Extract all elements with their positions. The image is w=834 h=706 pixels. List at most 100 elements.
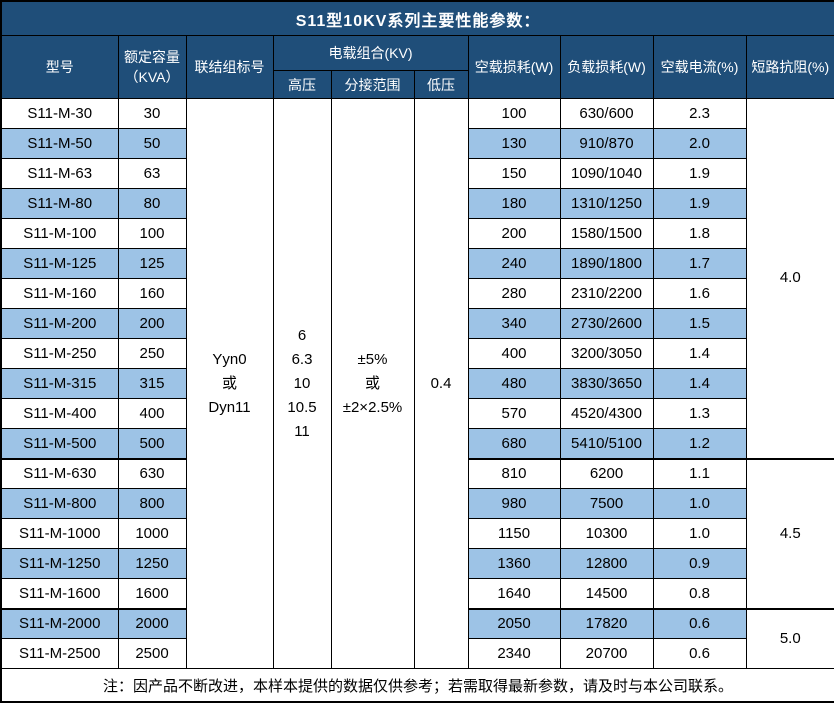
no-load-current-cell: 1.0 (652, 488, 747, 519)
col-header-voltage-group: 电载组合(KV) (272, 35, 469, 71)
load-loss-cell: 1890/1800 (559, 248, 654, 279)
model-cell: S11-M-1000 (0, 518, 119, 549)
capacity-cell: 800 (117, 488, 187, 519)
model-cell: S11-M-1250 (0, 548, 119, 579)
no-load-loss-cell: 400 (467, 338, 561, 369)
model-cell: S11-M-63 (0, 158, 119, 189)
load-loss-cell: 6200 (559, 457, 654, 489)
model-cell: S11-M-50 (0, 128, 119, 159)
load-loss-cell: 2310/2200 (559, 278, 654, 309)
no-load-current-cell: 1.4 (652, 368, 747, 399)
no-load-loss-cell: 150 (467, 158, 561, 189)
title-row: S11型10KV系列主要性能参数： (0, 0, 834, 36)
load-loss-cell: 4520/4300 (559, 398, 654, 429)
load-loss-cell: 7500 (559, 488, 654, 519)
capacity-cell: 630 (117, 457, 187, 489)
load-loss-cell: 1090/1040 (559, 158, 654, 189)
no-load-loss-cell: 1640 (467, 578, 561, 609)
page-title: S11型10KV系列主要性能参数： (0, 0, 834, 36)
table-row: S11-M-100 100 200 1580/1500 1.8 (0, 218, 834, 249)
col-header-connection: 联结组标号 (185, 35, 274, 99)
model-cell: S11-M-2000 (0, 607, 119, 639)
model-cell: S11-M-125 (0, 248, 119, 279)
capacity-cell: 100 (117, 218, 187, 249)
capacity-cell: 50 (117, 128, 187, 159)
table-row: S11-M-30 30 Yyn0 或 Dyn11 6 6.3 10 10.5 11 ±5… (0, 98, 834, 669)
model-cell: S11-M-1600 (0, 578, 119, 609)
capacity-cell: 80 (117, 188, 187, 219)
model-cell: S11-M-630 (0, 457, 119, 489)
footer-row: 注：因产品不断改进，本样本提供的数据仅供参考；若需取得最新参数，请及时与本公司联… (0, 668, 834, 703)
no-load-loss-cell: 180 (467, 188, 561, 219)
no-load-loss-cell: 200 (467, 218, 561, 249)
load-loss-cell: 12800 (559, 548, 654, 579)
no-load-current-cell: 1.7 (652, 248, 747, 279)
model-cell: S11-M-250 (0, 338, 119, 369)
no-load-loss-cell: 1150 (467, 518, 561, 549)
capacity-cell: 1250 (117, 548, 187, 579)
impedance-cell: 5.0 (745, 607, 834, 669)
model-cell: S11-M-160 (0, 278, 119, 309)
no-load-loss-cell: 480 (467, 368, 561, 399)
no-load-current-cell: 1.5 (652, 308, 747, 339)
no-load-loss-cell: 980 (467, 488, 561, 519)
model-cell: S11-M-100 (0, 218, 119, 249)
table-body: S11-M-30 30 Yyn0 或 Dyn11 6 6.3 10 10.5 11 ±5… (0, 98, 834, 669)
load-loss-cell: 14500 (559, 578, 654, 609)
col-header-no-load-loss: 空载损耗(W) (467, 35, 561, 99)
no-load-loss-cell: 100 (467, 98, 561, 129)
capacity-cell: 250 (117, 338, 187, 369)
load-loss-cell: 5410/5100 (559, 428, 654, 459)
capacity-cell: 2000 (117, 607, 187, 639)
no-load-loss-cell: 810 (467, 457, 561, 489)
col-header-model: 型号 (0, 35, 119, 99)
no-load-current-cell: 0.9 (652, 548, 747, 579)
no-load-current-cell: 0.6 (652, 638, 747, 669)
col-header-hv: 高压 (272, 70, 332, 99)
col-header-no-load-current: 空载电流(%) (652, 35, 747, 99)
lv-cell: 0.4 (413, 98, 469, 669)
model-cell: S11-M-500 (0, 428, 119, 459)
load-loss-cell: 630/600 (559, 98, 654, 129)
tap-range-cell: ±5% 或 ±2×2.5% (330, 98, 415, 669)
load-loss-cell: 1580/1500 (559, 218, 654, 249)
capacity-cell: 1000 (117, 518, 187, 549)
no-load-current-cell: 1.3 (652, 398, 747, 429)
no-load-loss-cell: 280 (467, 278, 561, 309)
load-loss-cell: 2730/2600 (559, 308, 654, 339)
col-header-capacity: 额定容量 （KVA） (117, 35, 187, 99)
header-row-2: 高压 分接范围 低压 (1, 70, 834, 99)
no-load-current-cell: 0.6 (652, 607, 747, 639)
load-loss-cell: 10300 (559, 518, 654, 549)
capacity-cell: 500 (117, 428, 187, 459)
capacity-cell: 200 (117, 308, 187, 339)
capacity-cell: 160 (117, 278, 187, 309)
no-load-current-cell: 2.3 (652, 98, 747, 129)
no-load-current-cell: 1.0 (652, 518, 747, 549)
no-load-current-cell: 1.8 (652, 218, 747, 249)
table-row: S11-M-50 50 130 910/870 2.0 (0, 128, 834, 159)
table-row: S11-M-630 630 810 6200 1.1 4.5 (0, 457, 834, 609)
table-row: S11-M-200 200 340 2730/2600 1.5 (0, 308, 834, 339)
no-load-current-cell: 1.6 (652, 278, 747, 309)
impedance-cell: 4.5 (745, 457, 834, 609)
no-load-loss-cell: 240 (467, 248, 561, 279)
table-row: S11-M-315 315 480 3830/3650 1.4 (0, 368, 834, 399)
table-row: S11-M-80 80 180 1310/1250 1.9 (0, 188, 834, 219)
col-header-lv: 低压 (413, 70, 469, 99)
no-load-current-cell: 1.9 (652, 158, 747, 189)
col-header-tap-range: 分接范围 (330, 70, 415, 99)
connection-cell: Yyn0 或 Dyn11 (185, 98, 274, 669)
load-loss-cell: 910/870 (559, 128, 654, 159)
load-loss-cell: 3200/3050 (559, 338, 654, 369)
no-load-loss-cell: 570 (467, 398, 561, 429)
no-load-loss-cell: 130 (467, 128, 561, 159)
load-loss-cell: 3830/3650 (559, 368, 654, 399)
hv-cell: 6 6.3 10 10.5 11 (272, 98, 332, 669)
table-row: S11-M-800 800 980 7500 1.0 (0, 488, 834, 519)
no-load-loss-cell: 680 (467, 428, 561, 459)
model-cell: S11-M-315 (0, 368, 119, 399)
table-row: S11-M-1600 1600 1640 14500 0.8 (0, 578, 834, 609)
no-load-current-cell: 1.9 (652, 188, 747, 219)
